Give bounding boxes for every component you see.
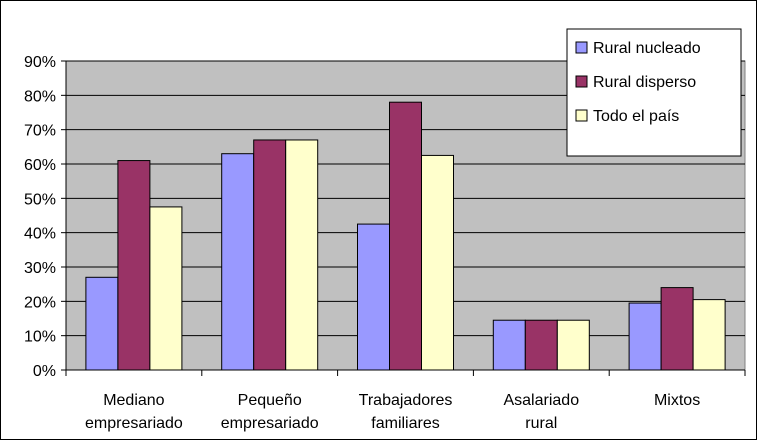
legend-swatch bbox=[575, 41, 588, 54]
bar bbox=[628, 302, 662, 371]
bar bbox=[85, 276, 119, 371]
bar bbox=[117, 160, 151, 371]
category-label: rural bbox=[525, 415, 557, 432]
bar bbox=[492, 319, 526, 371]
y-tick-label: 10% bbox=[24, 329, 56, 346]
category-label: Asalariado bbox=[503, 392, 579, 409]
legend-swatch bbox=[575, 109, 588, 122]
y-tick-label: 40% bbox=[24, 226, 56, 243]
bar bbox=[253, 139, 287, 371]
legend-label: Todo el país bbox=[593, 108, 679, 125]
bar bbox=[524, 319, 558, 371]
category-label: familiares bbox=[371, 415, 439, 432]
bars bbox=[85, 101, 726, 371]
bar bbox=[389, 101, 422, 371]
bar bbox=[421, 154, 454, 371]
category-label: Mixtos bbox=[654, 392, 700, 409]
y-axis: 0% 10% 20% 30% 40% 50% 60% 70% 80% 90% bbox=[24, 54, 67, 380]
bar bbox=[149, 206, 183, 371]
legend: Rural nucleado Rural disperso Todo el país bbox=[566, 28, 742, 157]
legend-label: Rural disperso bbox=[593, 74, 696, 91]
bar bbox=[660, 287, 694, 371]
y-tick-label: 80% bbox=[24, 88, 56, 105]
y-tick-label: 60% bbox=[24, 157, 56, 174]
bar bbox=[221, 153, 255, 371]
y-tick-label: 0% bbox=[33, 363, 56, 380]
category-label: empresariado bbox=[221, 415, 319, 432]
y-tick-label: 70% bbox=[24, 123, 56, 140]
category-label: Pequeño bbox=[238, 392, 302, 409]
legend-box bbox=[566, 28, 742, 157]
bar bbox=[285, 139, 319, 371]
y-tick-label: 30% bbox=[24, 260, 56, 277]
bar bbox=[692, 299, 726, 371]
legend-swatch bbox=[575, 75, 588, 88]
legend-label: Rural nucleado bbox=[593, 40, 701, 57]
bar bbox=[357, 223, 390, 371]
category-label: Mediano bbox=[103, 392, 164, 409]
bar bbox=[556, 319, 590, 371]
category-label: empresariado bbox=[85, 415, 183, 432]
category-label: Trabajadores bbox=[359, 392, 453, 409]
x-axis: Mediano empresariado Pequeño empresariado Tr… bbox=[65, 369, 746, 432]
y-tick-label: 20% bbox=[24, 294, 56, 311]
y-tick-label: 50% bbox=[24, 191, 56, 208]
y-tick-label: 90% bbox=[24, 54, 56, 71]
